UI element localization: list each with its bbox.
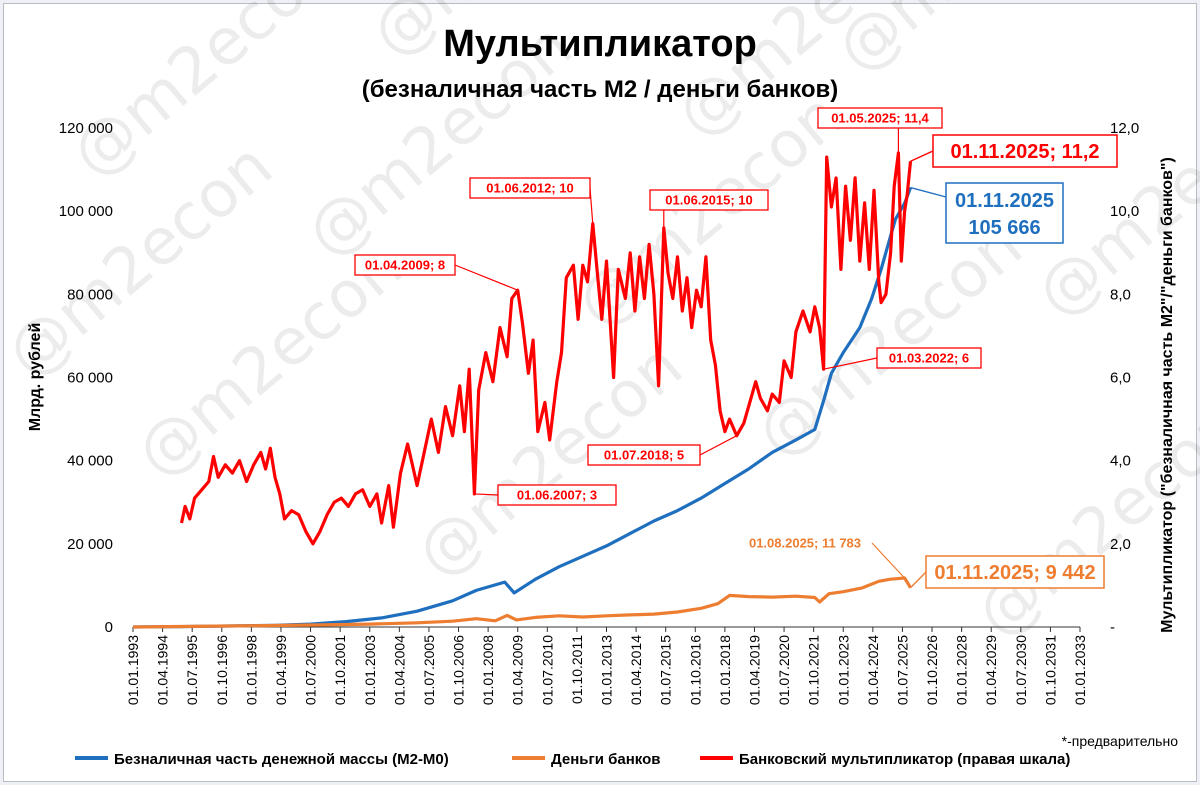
annotation-box	[649, 189, 769, 211]
annotation-box	[876, 347, 982, 369]
x-tick-label: 01.04.1999	[273, 635, 289, 705]
x-tick-label: 01.01.2023	[835, 635, 851, 705]
y-tick-right-label: 2,0	[1110, 536, 1131, 553]
big-callout-label-bank-money: 01.11.2025; 9 442	[934, 562, 1095, 584]
annotation-label: 01.07.2018; 5	[604, 448, 684, 463]
annotation-box	[354, 254, 456, 276]
annotation-label: 01.06.2012; 10	[486, 181, 573, 196]
annotation-label: 01.06.2007; 3	[517, 488, 597, 503]
y-axis-left-ticks: 0 20 000 40 000 60 000 80 000 100 000 120 000	[59, 120, 113, 636]
annotation-leader	[454, 264, 518, 291]
x-tick-label: 01.01.2028	[954, 635, 970, 705]
y-tick-right-label: 6,0	[1110, 370, 1131, 387]
series-line-m2	[132, 187, 912, 629]
big-callout-box-multiplier	[932, 134, 1118, 168]
annotation-box	[817, 107, 943, 129]
big-callout-leader	[909, 571, 927, 589]
x-tick-label: 01.01.2008	[480, 635, 496, 705]
chart-title: Мультипликатор	[443, 23, 757, 65]
x-tick-label: 01.04.2024	[865, 635, 881, 705]
y-axis-left-label: Млрд. рублей	[27, 323, 44, 432]
big-callout-label-m2-value: 105 666	[968, 217, 1040, 239]
x-tick-label: 01.07.2020	[776, 635, 792, 705]
big-callout-label-multiplier: 01.11.2025; 11,2	[950, 141, 1099, 163]
x-tick-label: 01.07.1995	[184, 635, 200, 705]
x-axis-ticks: 01.01.1993 01.04.1994 01.07.1995 01.10.1996…	[125, 627, 1088, 705]
annotation-label: 01.04.2009; 8	[365, 258, 445, 273]
annotation-layer: 01.04.2009; 8 01.06.2012; 10 01.06.2015; 1…	[354, 107, 1118, 589]
annotation-leader	[871, 542, 906, 579]
big-callout-label-m2-date: 01.11.2025	[955, 190, 1054, 212]
series-layer	[132, 151, 913, 629]
x-tick-label: 01.10.2006	[451, 635, 467, 705]
y-tick-left-label: 60 000	[67, 370, 113, 387]
watermark-text: @m2econ	[823, 0, 1117, 87]
x-tick-label: 01.01.2018	[717, 635, 733, 705]
x-tick-label: 01.10.2031	[1042, 635, 1058, 705]
chart-subtitle: (безналичная часть М2 / деньги банков)	[362, 76, 839, 103]
y-tick-right-label: 8,0	[1110, 286, 1131, 303]
y-tick-right-label: 4,0	[1110, 453, 1131, 470]
x-tick-label: 01.01.1998	[243, 635, 259, 705]
y-axis-right-label: Мультипликатор ("безналичная часть М2"/"…	[1159, 157, 1176, 633]
x-tick-label: 01.07.2015	[658, 635, 674, 705]
x-tick-label: 01.04.2014	[628, 635, 644, 705]
annotation-box	[587, 444, 701, 466]
big-callout-box-bank-money	[925, 555, 1105, 589]
annotation-label: 01.03.2022; 6	[889, 351, 969, 366]
chart-frame	[3, 3, 1197, 782]
footnote: *-предварительно	[1062, 733, 1179, 749]
annotation-leader	[474, 493, 499, 496]
x-tick-label: 01.04.2029	[983, 635, 999, 705]
x-tick-label: 01.01.2003	[362, 635, 378, 705]
y-tick-left-label: 100 000	[59, 203, 113, 220]
legend-label-m2: Безналичная часть денежной массы (М2-М0)	[114, 751, 449, 768]
x-tick-label: 01.04.1994	[155, 635, 171, 705]
x-tick-label: 01.10.2001	[332, 635, 348, 705]
legend-label-bank-money: Деньги банков	[551, 751, 661, 768]
x-tick-label: 01.10.2016	[687, 635, 703, 705]
x-tick-label: 01.04.2019	[746, 635, 762, 705]
annotation-box	[497, 484, 617, 506]
x-tick-label: 01.04.2004	[391, 635, 407, 705]
big-callout-leader	[910, 186, 947, 198]
x-tick-label: 01.10.2021	[806, 635, 822, 705]
x-tick-label: 01.07.2030	[1013, 635, 1029, 705]
annotation-label: 01.06.2015; 10	[665, 193, 752, 208]
y-tick-left-label: 120 000	[59, 120, 113, 137]
y-tick-left-label: 20 000	[67, 536, 113, 553]
x-tick-label: 01.10.2026	[924, 635, 940, 705]
x-tick-label: 01.07.2005	[421, 635, 437, 705]
y-axis-right-ticks: - 2,0 4,0 6,0 8,0 10,0 12,0	[1110, 120, 1139, 636]
x-tick-label: 01.10.1996	[214, 635, 230, 705]
x-tick-label: 01.01.2033	[1072, 635, 1088, 705]
x-tick-label: 01.10.2011	[569, 635, 585, 704]
x-tick-label: 01.01.1993	[125, 635, 141, 705]
x-tick-label: 01.07.2025	[894, 635, 910, 705]
x-tick-label: 01.01.2013	[599, 635, 615, 705]
series-line-bank-money	[132, 576, 912, 629]
annotation-leader	[699, 435, 737, 456]
annotation-label: 01.08.2025; 11 783	[749, 536, 861, 551]
y-tick-left-label: 0	[105, 619, 113, 636]
legend: Безналичная часть денежной массы (М2-М0)…	[75, 751, 1070, 768]
y-tick-right-label: -	[1110, 619, 1115, 636]
legend-label-multiplier: Банковский мультипликатор (правая шкала)	[739, 751, 1070, 768]
x-tick-label: 01.07.2000	[303, 635, 319, 705]
x-tick-label: 01.07.2010	[539, 635, 555, 705]
big-callout-box-m2	[945, 182, 1064, 244]
annotation-leader	[823, 357, 878, 370]
y-tick-right-label: 10,0	[1110, 203, 1139, 220]
big-callout-leader	[910, 150, 934, 162]
annotation-box	[469, 177, 591, 199]
x-tick-label: 01.04.2009	[510, 635, 526, 705]
y-tick-left-label: 40 000	[67, 453, 113, 470]
y-tick-right-label: 12,0	[1110, 120, 1139, 137]
y-tick-left-label: 80 000	[67, 286, 113, 303]
series-line-multiplier	[179, 151, 913, 546]
annotation-label: 01.05.2025; 11,4	[831, 111, 929, 126]
